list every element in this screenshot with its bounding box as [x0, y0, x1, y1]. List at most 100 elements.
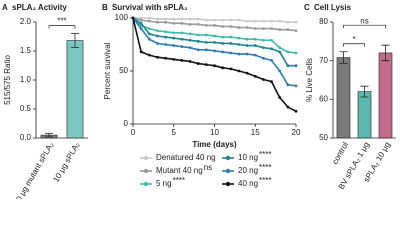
- y-tick-label: 80: [319, 17, 328, 26]
- y-tick-label: 1.0: [20, 75, 32, 84]
- y-tick-label: 2.0: [20, 17, 32, 26]
- data-point: [237, 26, 241, 29]
- data-point: [262, 27, 265, 30]
- data-point: [147, 53, 151, 57]
- legend-marker: [225, 155, 231, 161]
- legend-significance: ns: [204, 163, 212, 172]
- data-point: [213, 34, 216, 38]
- y-tick-label: 50: [119, 66, 128, 75]
- data-point: [139, 21, 143, 25]
- panel-letter: B: [102, 3, 108, 12]
- data-point: [245, 44, 249, 47]
- data-point: [156, 20, 159, 24]
- data-point: [188, 17, 192, 21]
- data-point: [237, 36, 241, 40]
- legend-marker: [143, 155, 149, 161]
- y-tick-label: 60: [319, 94, 328, 103]
- error-bar: [339, 51, 348, 64]
- data-point: [147, 27, 151, 30]
- legend-label: Denatured 40 ng: [156, 153, 216, 162]
- data-point: [213, 64, 216, 68]
- y-tick-label: 50: [319, 133, 328, 142]
- data-point: [213, 40, 216, 44]
- bar: [66, 40, 84, 139]
- y-axis-label: 515/575 Ratio: [3, 55, 12, 105]
- data-point: [286, 105, 290, 109]
- significance-label: ***: [57, 17, 66, 26]
- panel-letter: A: [2, 3, 8, 12]
- data-point: [156, 42, 159, 45]
- data-point: [196, 22, 200, 26]
- data-point: [294, 109, 298, 113]
- data-point: [270, 27, 273, 30]
- data-point: [180, 17, 184, 21]
- legend-label: 20 ng: [238, 166, 258, 175]
- data-point: [172, 57, 176, 61]
- data-point: [253, 53, 257, 57]
- data-point: [213, 18, 216, 22]
- data-point: [245, 52, 249, 56]
- data-point: [180, 45, 184, 49]
- data-point: [237, 18, 241, 22]
- significance-bracket: [343, 43, 365, 47]
- data-point: [245, 71, 249, 75]
- y-tick-label: 0.0: [20, 133, 32, 142]
- data-point: [221, 66, 225, 70]
- data-point: [294, 20, 298, 24]
- data-point: [180, 31, 184, 35]
- x-tick-label: 10: [210, 128, 219, 137]
- data-point: [156, 29, 159, 33]
- data-point: [172, 36, 176, 40]
- data-point: [270, 19, 273, 23]
- data-point: [147, 37, 151, 41]
- data-point: [172, 44, 176, 47]
- bar: [357, 91, 372, 139]
- data-point: [156, 55, 159, 59]
- bar: [378, 52, 393, 139]
- data-point: [262, 38, 265, 42]
- x-axis-label: Time (days): [192, 140, 237, 149]
- data-point: [253, 44, 257, 47]
- error-bar: [360, 85, 369, 98]
- data-point: [204, 33, 208, 37]
- data-point: [294, 51, 298, 55]
- data-point: [221, 18, 225, 22]
- data-point: [294, 64, 298, 68]
- data-point: [204, 48, 208, 52]
- data-point: [213, 24, 216, 27]
- data-point: [213, 49, 216, 53]
- data-point: [204, 40, 208, 44]
- panel-title: sPLA₂ Activity: [12, 3, 67, 12]
- y-tick-label: 0: [124, 119, 129, 128]
- data-point: [147, 16, 151, 20]
- legend-label: 40 ng: [238, 179, 258, 188]
- data-point: [262, 56, 265, 60]
- data-point: [196, 17, 200, 21]
- data-point: [237, 69, 241, 73]
- data-point: [270, 80, 273, 83]
- data-point: [245, 26, 249, 29]
- x-tick-label: 0: [131, 128, 136, 137]
- bar: [336, 57, 351, 139]
- data-point: [164, 35, 168, 39]
- data-point: [188, 22, 192, 26]
- data-point: [164, 30, 168, 34]
- data-point: [172, 31, 176, 35]
- legend-label: 5 ng: [156, 179, 172, 188]
- data-point: [229, 67, 233, 71]
- data-point: [245, 19, 249, 23]
- data-point: [139, 16, 143, 20]
- data-point: [221, 25, 225, 28]
- data-point: [180, 21, 184, 25]
- panel-title: Cell Lysis: [314, 3, 352, 12]
- legend-significance: ****: [259, 163, 271, 172]
- data-point: [221, 42, 225, 45]
- y-tick-label: 70: [319, 56, 328, 65]
- y-tick-label: 100: [115, 13, 129, 22]
- data-point: [139, 18, 143, 22]
- x-tick-label: 15: [251, 128, 260, 137]
- legend-marker: [225, 181, 231, 187]
- data-point: [204, 63, 208, 67]
- data-point: [229, 25, 233, 28]
